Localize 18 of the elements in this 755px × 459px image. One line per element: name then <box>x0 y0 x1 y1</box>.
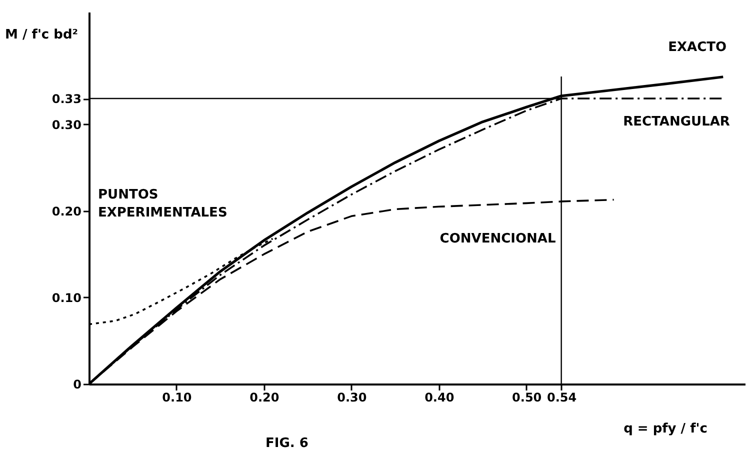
y-tick-label: 0.33 <box>52 92 82 106</box>
y-tick-label: 0 <box>73 378 82 392</box>
text: PUNTOS EXPERIMENTALES <box>98 187 228 220</box>
series-label: CONVENCIONAL <box>440 232 556 247</box>
x-axis-title: q = pfy / f'c <box>624 422 708 436</box>
y-axis-title: M / f'c bd² <box>5 28 78 42</box>
x-tick-label: 0.20 <box>250 390 280 404</box>
x-tick-label: 0.54 <box>547 390 577 404</box>
x-tick-label: 0.40 <box>424 390 454 404</box>
text: FIG. 6 <box>266 436 308 451</box>
x-tick-label: 0.10 <box>162 390 192 404</box>
y-tick-label: 0.30 <box>52 118 82 132</box>
x-tick-label: 0.30 <box>337 390 367 404</box>
y-tick-label: 0.10 <box>52 290 82 305</box>
series-label: EXACTO <box>668 40 727 55</box>
series-label: RECTANGULAR <box>623 114 730 130</box>
y-tick-label: 0.20 <box>52 204 82 218</box>
x-tick-label: 0.50 <box>512 390 542 404</box>
